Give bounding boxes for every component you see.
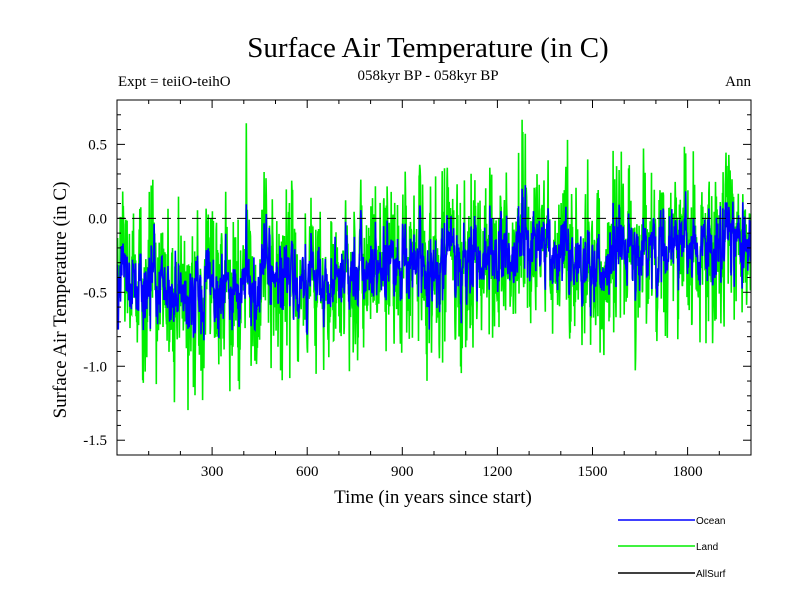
chart-subtitle: 058kyr BP - 058kyr BP: [357, 68, 498, 84]
series-layer: [117, 119, 751, 411]
y-tick-label: -1.5: [83, 433, 107, 449]
y-axis-label: Surface Air Temperature (in C): [50, 182, 71, 419]
y-axis: -1.5 -1.0 -0.5 0.0 0.5: [83, 114, 751, 449]
y-tick-label: -0.5: [83, 285, 107, 301]
x-axis-label: Time (in years since start): [334, 487, 532, 508]
y-tick-label: -1.0: [83, 359, 107, 375]
x-tick-label: 1200: [482, 464, 512, 480]
chart-title: Surface Air Temperature (in C): [247, 32, 608, 64]
legend-label-allsurf: AllSurf: [696, 569, 726, 580]
experiment-label: Expt = teiiO-teihO: [118, 74, 231, 90]
legend-label-ocean: Ocean: [696, 516, 725, 527]
y-tick-label: 0.0: [88, 211, 107, 227]
x-tick-label: 1800: [673, 464, 703, 480]
legend: Ocean Land AllSurf: [618, 516, 726, 580]
x-tick-label: 1500: [578, 464, 608, 480]
x-tick-label: 900: [391, 464, 414, 480]
x-tick-label: 600: [296, 464, 319, 480]
series-line-ocean: [117, 185, 751, 341]
x-tick-label: 300: [201, 464, 224, 480]
y-tick-label: 0.5: [88, 137, 107, 153]
season-label: Ann: [725, 74, 751, 90]
x-axis: 300 600 900 1200 1500 1800: [148, 100, 720, 480]
legend-label-land: Land: [696, 542, 718, 553]
